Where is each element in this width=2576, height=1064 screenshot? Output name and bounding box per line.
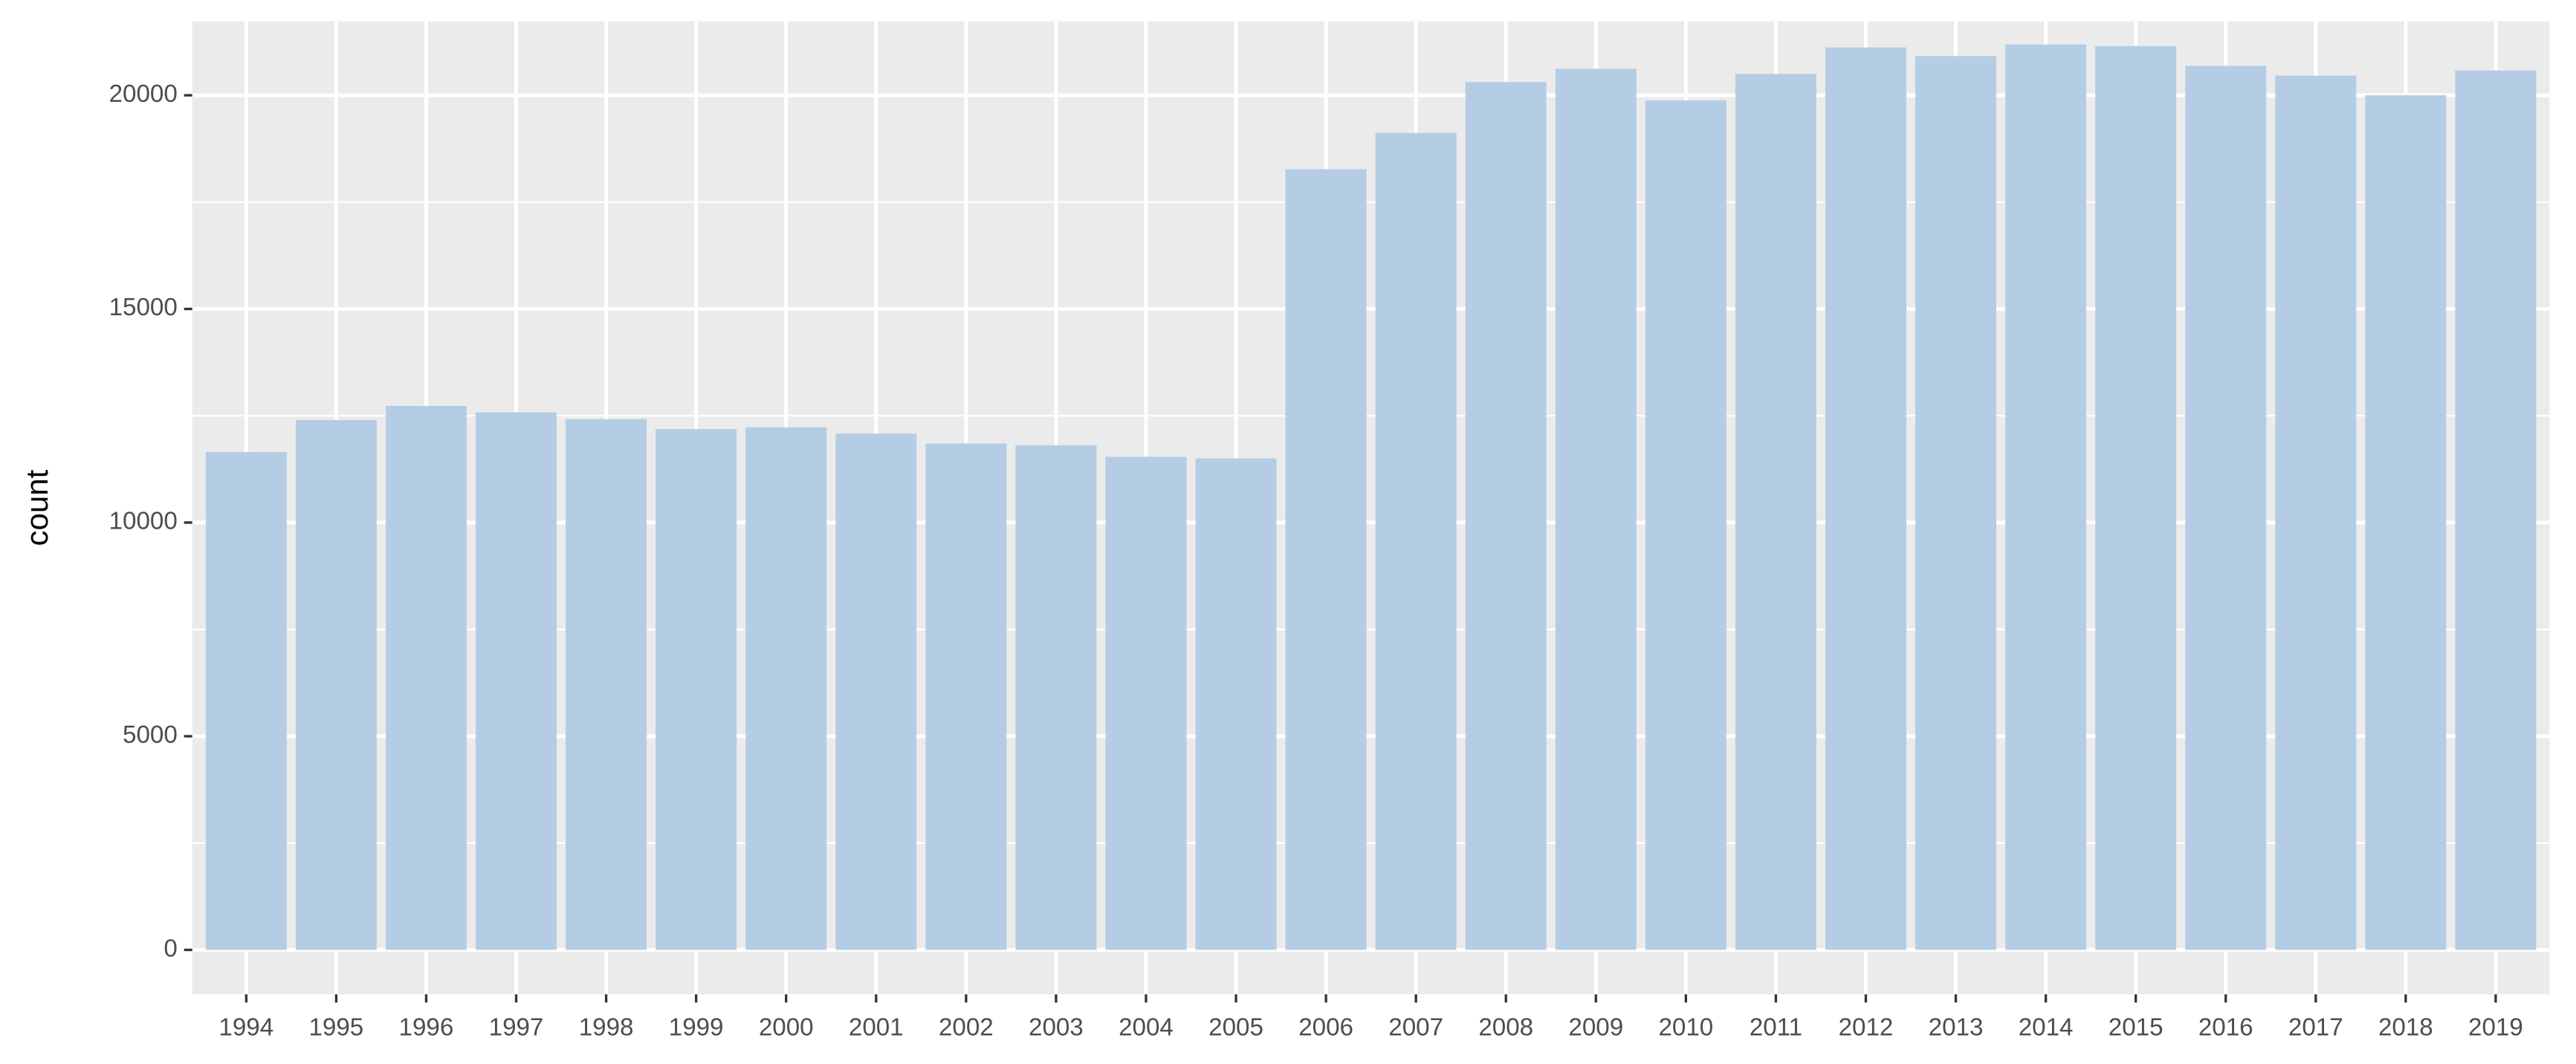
x-tick-label: 2007 bbox=[1388, 1013, 1443, 1041]
x-tick-label: 1995 bbox=[309, 1013, 364, 1041]
x-tick-label: 2001 bbox=[849, 1013, 904, 1041]
bar bbox=[1915, 56, 1997, 950]
y-axis-title: count bbox=[19, 469, 54, 546]
y-tick-label: 20000 bbox=[109, 80, 178, 108]
x-tick-label: 1996 bbox=[399, 1013, 454, 1041]
bar bbox=[566, 419, 647, 950]
bar bbox=[2275, 75, 2357, 950]
bar bbox=[1015, 445, 1097, 950]
bar bbox=[2185, 65, 2267, 950]
x-tick-label: 2013 bbox=[1929, 1013, 1984, 1041]
bar bbox=[745, 427, 827, 950]
x-tick-label: 1999 bbox=[669, 1013, 724, 1041]
bar bbox=[295, 419, 377, 950]
bar bbox=[1285, 169, 1367, 950]
y-tick-label: 15000 bbox=[109, 294, 178, 321]
x-tick-label: 1997 bbox=[489, 1013, 544, 1041]
x-tick-label: 1998 bbox=[579, 1013, 634, 1041]
bar bbox=[2095, 46, 2177, 950]
bar bbox=[925, 443, 1007, 950]
bar bbox=[2005, 44, 2087, 950]
x-tick-label: 2003 bbox=[1029, 1013, 1084, 1041]
x-tick-label: 2018 bbox=[2378, 1013, 2433, 1041]
x-tick-label: 2000 bbox=[759, 1013, 814, 1041]
bar bbox=[1645, 100, 1726, 950]
y-tick-label: 10000 bbox=[109, 508, 178, 535]
bar bbox=[1825, 47, 1906, 950]
x-tick-label: 2002 bbox=[939, 1013, 994, 1041]
y-tick-label: 0 bbox=[164, 935, 177, 962]
x-tick-label: 2011 bbox=[1750, 1013, 1802, 1041]
bar bbox=[835, 433, 917, 950]
bar bbox=[385, 405, 467, 950]
x-tick-label: 2019 bbox=[2468, 1013, 2523, 1041]
x-tick-label: 2004 bbox=[1119, 1013, 1174, 1041]
x-tick-label: 2008 bbox=[1478, 1013, 1533, 1041]
bar bbox=[2365, 95, 2447, 950]
x-tick-label: 2015 bbox=[2109, 1013, 2164, 1041]
x-tick-label: 2009 bbox=[1568, 1013, 1623, 1041]
x-tick-label: 2005 bbox=[1208, 1013, 1263, 1041]
bar bbox=[1375, 132, 1457, 950]
bar bbox=[1195, 458, 1277, 950]
x-tick-label: 2010 bbox=[1658, 1013, 1713, 1041]
x-tick-label: 2016 bbox=[2198, 1013, 2253, 1041]
bar bbox=[1555, 68, 1637, 950]
x-tick-label: 2006 bbox=[1298, 1013, 1353, 1041]
bar bbox=[1735, 74, 1816, 950]
bar bbox=[476, 412, 557, 950]
bar bbox=[2455, 70, 2537, 950]
x-tick-label: 2014 bbox=[2019, 1013, 2074, 1041]
bar bbox=[205, 452, 287, 950]
bar bbox=[1105, 457, 1187, 950]
bar bbox=[1465, 82, 1547, 950]
y-tick-label: 5000 bbox=[123, 721, 178, 749]
x-tick-label: 2012 bbox=[1839, 1013, 1894, 1041]
bar bbox=[656, 428, 737, 950]
x-tick-label: 2017 bbox=[2288, 1013, 2343, 1041]
x-tick-label: 1994 bbox=[219, 1013, 274, 1041]
